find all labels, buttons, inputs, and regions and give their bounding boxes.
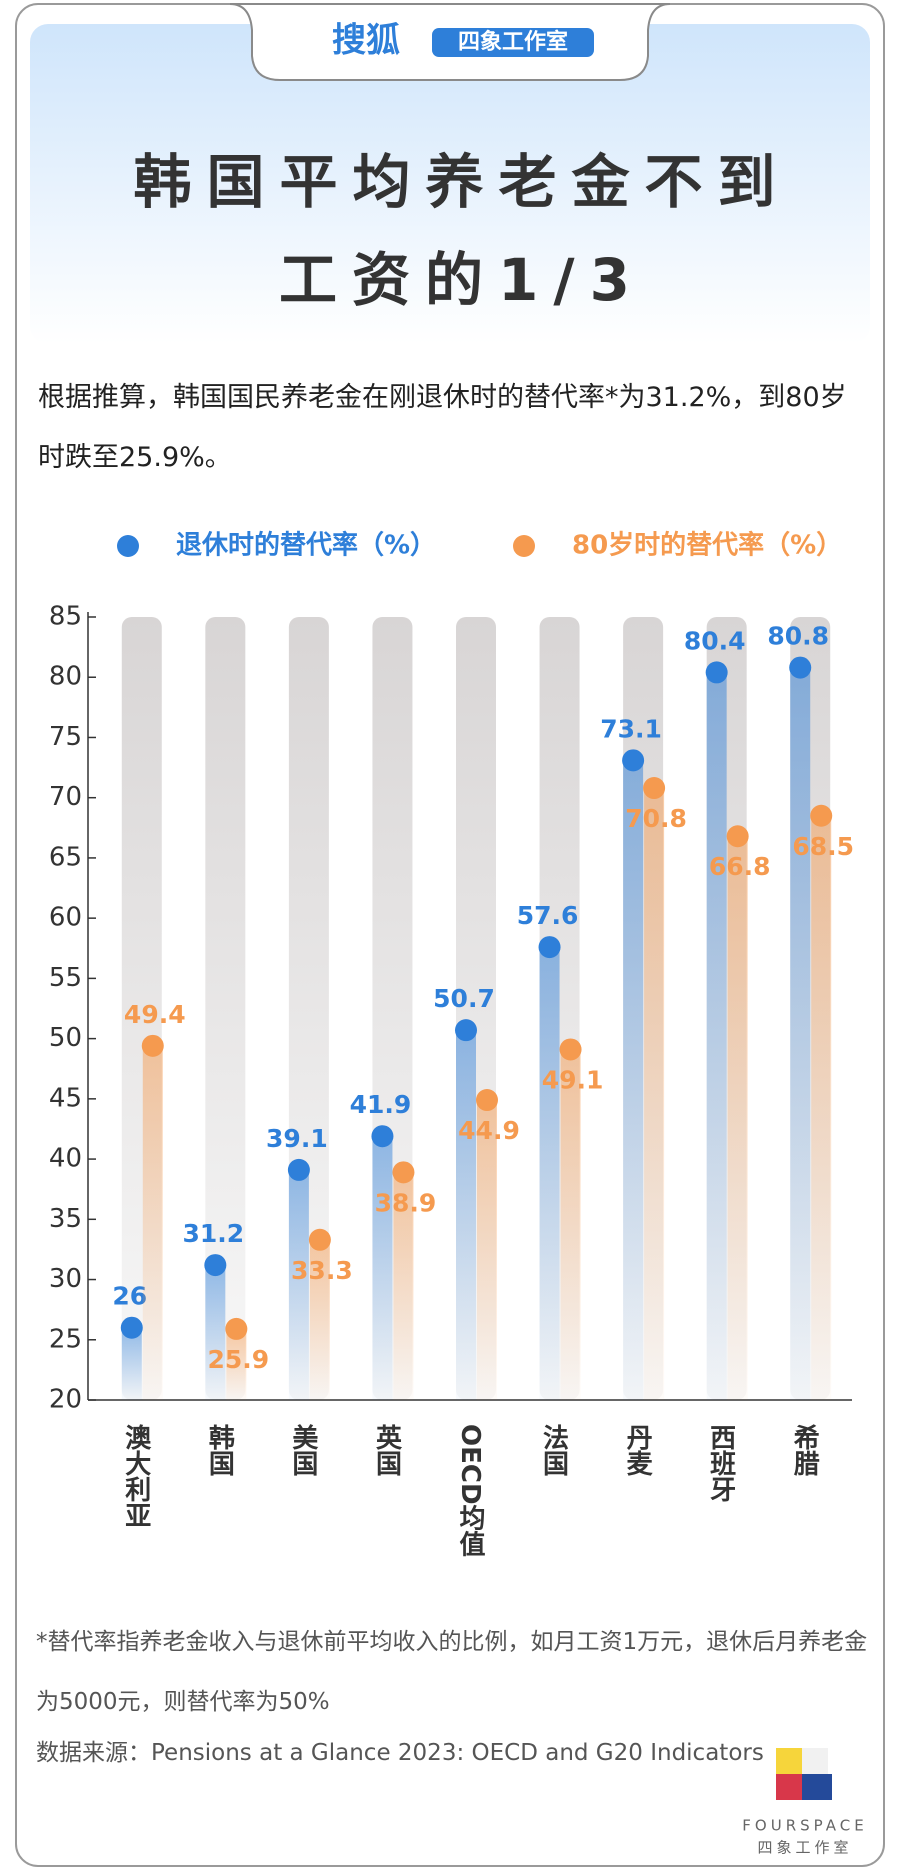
x-tick-label: 丹麦: [622, 1424, 652, 1476]
data-label: 68.5: [792, 832, 854, 861]
y-tick-label: 50: [49, 1023, 82, 1053]
bar: [393, 1172, 414, 1400]
x-tick-label: 法国: [539, 1424, 569, 1476]
y-tick-label: 75: [49, 722, 82, 752]
data-label: 44.9: [458, 1116, 520, 1145]
dot: [476, 1089, 498, 1112]
x-tick-label: 澳大利亚: [121, 1424, 151, 1528]
dot: [810, 804, 833, 827]
title: 韩国平均养老金不到: [133, 148, 790, 216]
bar: [288, 1169, 309, 1400]
y-tick-label: 25: [49, 1324, 82, 1354]
y-tick-label: 60: [49, 903, 82, 933]
bar: [205, 1265, 226, 1400]
dot: [705, 661, 728, 684]
header-bg: [30, 24, 870, 344]
data-label: 49.1: [542, 1065, 604, 1094]
bar: [644, 788, 665, 1400]
y-tick-label: 20: [49, 1385, 82, 1415]
y-tick-label: 65: [49, 842, 82, 872]
dot: [287, 1158, 310, 1181]
dot: [643, 777, 666, 800]
data-label: 25.9: [207, 1345, 269, 1374]
dot: [789, 656, 812, 679]
dot: [622, 749, 645, 772]
data-label: 49.4: [124, 1000, 186, 1029]
dot: [455, 1019, 477, 1042]
data-label: 41.9: [350, 1090, 412, 1119]
bar: [142, 1045, 163, 1400]
y-tick-label: 70: [49, 782, 82, 812]
legend-marker: [513, 535, 535, 557]
brand: 搜狐: [332, 21, 400, 61]
y-tick-label: 40: [49, 1144, 82, 1174]
bar: [623, 760, 644, 1400]
bar: [706, 672, 727, 1400]
data-label: 66.8: [709, 852, 771, 881]
x-tick-label: 美国: [288, 1423, 318, 1476]
x-tick-label: OECD均值: [455, 1424, 485, 1557]
badge-bg: [432, 28, 594, 57]
legend-label: 80岁时的替代率（%）: [572, 530, 842, 561]
data-label: 50.7: [433, 984, 495, 1013]
data-label: 31.2: [182, 1219, 244, 1248]
data-label: 39.1: [266, 1124, 328, 1153]
bar: [790, 667, 811, 1400]
bar: [560, 1049, 581, 1400]
x-tick-label: 韩国: [204, 1424, 234, 1476]
bar: [456, 1030, 476, 1400]
y-tick-label: 80: [49, 662, 82, 692]
data-label: 26: [112, 1282, 147, 1311]
dot: [308, 1228, 331, 1251]
bar: [811, 815, 832, 1400]
data-label: 38.9: [375, 1188, 437, 1217]
x-tick-label: 希腊: [789, 1423, 819, 1477]
dot: [371, 1125, 394, 1148]
bar: [121, 1327, 142, 1400]
legend-label: 退休时的替代率（%）: [176, 530, 436, 561]
data-label: 80.4: [684, 626, 746, 655]
y-tick-label: 55: [49, 963, 82, 993]
subtitle: 根据推算，韩国国民养老金在刚退休时的替代率*为31.2%，到80岁时跌至25.9…: [38, 382, 847, 473]
data-label: 80.8: [767, 622, 829, 651]
footnote: *替代率指养老金收入与退休前平均收入的比例，如月工资1万元，退休后月养老金为50…: [36, 1629, 868, 1715]
bar: [727, 836, 748, 1400]
data-label: 73.1: [600, 714, 662, 743]
x-tick-label: 英国: [371, 1424, 401, 1476]
data-label: 33.3: [291, 1256, 353, 1285]
logo-label: 四象工作室: [757, 1839, 852, 1857]
dot: [726, 825, 749, 848]
dot: [120, 1316, 143, 1339]
bar: [372, 1136, 393, 1400]
legend-marker: [117, 535, 139, 557]
dot: [141, 1034, 164, 1057]
logo-icon: [776, 1748, 832, 1800]
bar: [309, 1239, 330, 1400]
y-tick-label: 45: [49, 1083, 82, 1113]
data-label: 70.8: [625, 804, 687, 833]
dot: [204, 1254, 227, 1277]
track: [205, 617, 246, 1400]
y-tick-label: 30: [49, 1264, 82, 1294]
bar: [226, 1328, 247, 1400]
dot: [392, 1161, 415, 1184]
y-tick-label: 85: [49, 602, 82, 632]
x-tick-label: 西班牙: [706, 1424, 736, 1502]
bar: [477, 1100, 497, 1400]
bar: [539, 947, 560, 1400]
title: 工资的1/3: [279, 246, 645, 314]
data-label: 57.6: [517, 901, 579, 930]
badge: 四象工作室: [458, 29, 568, 55]
dot: [225, 1317, 248, 1340]
dot: [538, 936, 561, 959]
dot: [559, 1038, 582, 1061]
logo-name: FOURSPACE: [742, 1817, 867, 1835]
source: 数据来源：Pensions at a Glance 2023: OECD and…: [36, 1740, 764, 1766]
y-tick-label: 35: [49, 1204, 82, 1234]
